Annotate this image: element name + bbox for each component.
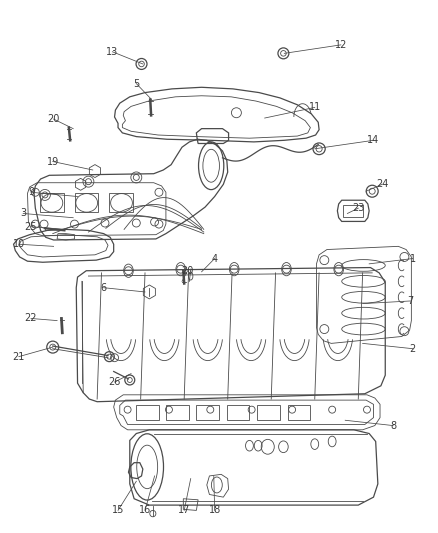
Text: 22: 22 <box>25 313 37 324</box>
Text: 10: 10 <box>13 239 25 249</box>
Text: 5: 5 <box>133 78 139 88</box>
Text: 12: 12 <box>335 40 347 50</box>
Text: 16: 16 <box>139 505 151 515</box>
Text: 23: 23 <box>352 203 364 213</box>
Text: 20: 20 <box>47 114 60 124</box>
Text: 1: 1 <box>410 254 416 263</box>
Text: 6: 6 <box>101 282 107 293</box>
Text: 14: 14 <box>367 135 380 146</box>
Text: 7: 7 <box>407 296 413 306</box>
Text: 2: 2 <box>410 344 416 354</box>
Text: 18: 18 <box>208 505 221 515</box>
Text: 9: 9 <box>28 187 34 197</box>
Text: 4: 4 <box>212 254 218 263</box>
Text: 19: 19 <box>46 157 59 166</box>
Text: 11: 11 <box>309 102 321 112</box>
Text: 8: 8 <box>390 421 396 431</box>
Text: 17: 17 <box>178 505 191 515</box>
Text: 20: 20 <box>181 266 194 276</box>
Text: 21: 21 <box>13 352 25 361</box>
Text: 24: 24 <box>376 179 389 189</box>
Text: 13: 13 <box>106 47 119 56</box>
Text: 26: 26 <box>108 377 121 387</box>
Text: 25: 25 <box>25 222 37 232</box>
Text: 3: 3 <box>20 208 26 219</box>
Text: 15: 15 <box>112 505 124 515</box>
